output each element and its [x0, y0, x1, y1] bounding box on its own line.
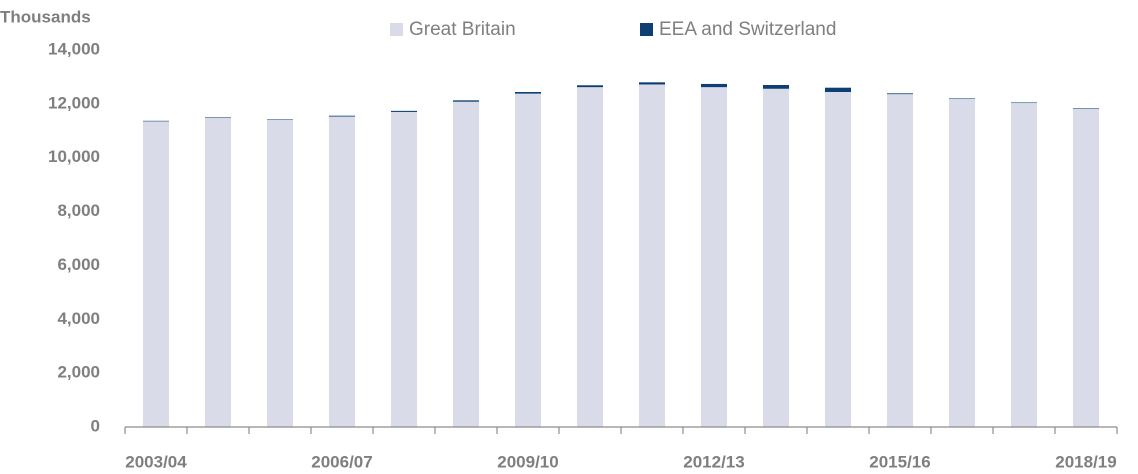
bar-segment: [514, 93, 542, 428]
bar-segment: [1010, 103, 1038, 427]
bar-segment: [948, 99, 976, 427]
bar-segment: [886, 94, 914, 428]
bar-segment: [142, 121, 170, 427]
y-axis-title: Thousands: [0, 7, 91, 26]
legend-label: EEA and Switzerland: [659, 19, 836, 40]
y-tick-label: 2,000: [57, 363, 100, 382]
bar-segment: [1072, 108, 1100, 109]
bar-segment: [328, 115, 356, 117]
y-tick-label: 12,000: [48, 93, 100, 112]
bar-segment: [1010, 102, 1038, 104]
bar-segment: [824, 92, 852, 427]
legend-swatch: [640, 23, 653, 36]
legend-label: Great Britain: [409, 19, 516, 40]
bar-segment: [514, 92, 542, 94]
x-tick-label: 2003/04: [125, 452, 187, 471]
bar-segment: [204, 117, 232, 428]
x-tick-label: 2015/16: [869, 452, 930, 471]
bar-segment: [452, 101, 480, 428]
x-tick-label: 2009/10: [497, 452, 558, 471]
y-tick-label: 8,000: [57, 201, 100, 220]
bar-segment: [204, 117, 232, 118]
bar-segment: [638, 84, 666, 428]
y-tick-label: 14,000: [48, 39, 100, 58]
legend-swatch: [390, 23, 403, 36]
x-tick-label: 2012/13: [683, 452, 744, 471]
y-tick-label: 10,000: [48, 147, 100, 166]
bar-segment: [266, 120, 294, 427]
bar-segment: [1072, 108, 1100, 427]
bar-segment: [886, 93, 914, 95]
bar-segment: [452, 100, 480, 102]
bar-segment: [266, 119, 294, 121]
x-tick-label: 2018/19: [1055, 452, 1116, 471]
bar-segment: [700, 83, 728, 88]
bar-segment: [328, 116, 356, 427]
bar-segment: [142, 120, 170, 122]
bar-segment: [390, 110, 418, 112]
y-tick-label: 0: [91, 416, 100, 435]
bar-segment: [948, 98, 976, 100]
bar-segment: [762, 85, 790, 89]
bar-segment: [576, 87, 604, 427]
bar-segment: [824, 87, 852, 93]
bar-segment: [762, 88, 790, 427]
y-tick-label: 4,000: [57, 309, 100, 328]
bar-segment: [700, 87, 728, 427]
bar-segment: [390, 111, 418, 427]
x-tick-label: 2006/07: [311, 452, 372, 471]
bar-segment: [638, 82, 666, 85]
y-tick-label: 6,000: [57, 255, 100, 274]
bar-segment: [576, 85, 604, 88]
